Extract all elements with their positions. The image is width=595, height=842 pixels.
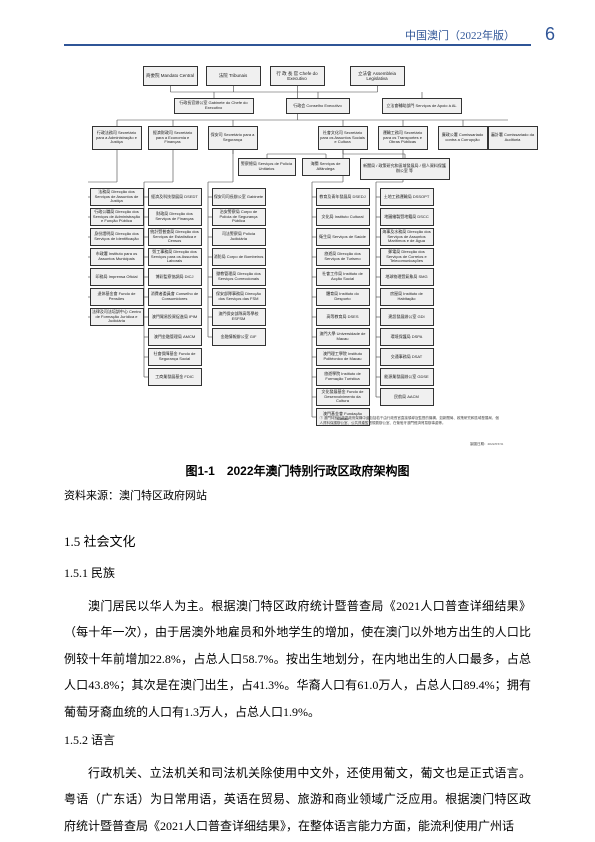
org-node: 財政局 Direcção dos Serviços de Finanças — [148, 208, 202, 226]
org-node: 印務局 Imprensa Oficial — [90, 268, 144, 286]
source-value: 澳门特区政府网站 — [119, 490, 207, 502]
org-node: 文化局 Instituto Cultural — [316, 208, 370, 226]
section-number: 1.5 — [64, 534, 80, 549]
org-node: 環境保護局 DSPA — [380, 328, 434, 346]
org-node: 行政法務司 Secretário para a Administração e … — [92, 126, 142, 150]
org-node: 澳門金融管理局 AMCM — [148, 328, 202, 346]
org-chart-date: 製圖日期：2022/03/31 — [470, 442, 503, 447]
org-node: 民航局 AACM — [380, 388, 434, 406]
org-node: 勞工事務局 Direcção dos Serviços para os Assu… — [148, 248, 202, 266]
org-node: 澳門貿易投資促進局 IPIM — [148, 308, 202, 326]
org-node: 保安司 Secretário para a Segurança — [208, 126, 258, 150]
header-title: 中国澳门（2022年版） — [405, 27, 515, 43]
org-node: 保安部隊事務局 Direcção dos Serviços das FSM — [212, 288, 266, 306]
org-node: 能源業發展辦公室 GDSE — [380, 368, 434, 386]
org-node: 身份證明局 Direcção dos Serviços de Identific… — [90, 228, 144, 246]
org-node: 行 政 長 官 Chefe do Executivo — [270, 66, 325, 86]
org-node: 教育及青年發展局 DSEDJ — [316, 188, 370, 206]
org-node: 治安警察局 Corpo de Polícia de Segurança Públ… — [212, 208, 266, 226]
org-node: 警察總局 Serviços de Polícia Unitários — [238, 158, 296, 176]
org-node: 法律及司法培訓中心 Centro de Formação Jurídica e … — [90, 308, 144, 326]
subsection-heading-2: 1.5.2 语言 — [64, 731, 531, 748]
org-node: 懲教管理局 Direcção dos Serviços Correccionai… — [212, 268, 266, 286]
org-node: 法院 Tribunais — [206, 66, 261, 86]
paragraph-ethnic: 澳门居民以华人为主。根据澳门特区政府统计暨普查局《2021人口普查详细结果》（每… — [64, 593, 531, 725]
org-node: 交通事務局 DSAT — [380, 348, 434, 366]
org-node: 高等教育局 DSES — [316, 308, 370, 326]
org-node: 法務局 Direcção dos Serviços de Assuntos de… — [90, 188, 144, 206]
org-node: 地圖繪製暨地籍局 DSCC — [380, 208, 434, 226]
page: 中国澳门（2022年版） 6 商委院 Mandato Central 法院 Tri… — [0, 0, 595, 842]
subsection-heading-1: 1.5.1 民族 — [64, 564, 531, 581]
org-chart-container: 商委院 Mandato Central 法院 Tribunais 行 政 長 官 C… — [64, 62, 531, 452]
org-chart-footnote: ① 澳門特別行政區政府架構中還包括若干由行政長官直接領導及監督的機構，如新聞局、… — [320, 416, 500, 425]
org-node: 退休基金會 Fundo de Pensões — [90, 288, 144, 306]
org-node: 市政署 Instituto para os Assuntos Municipai… — [90, 248, 144, 266]
org-node: 旅遊學院 Instituto de Formação Turística — [316, 368, 370, 386]
org-node: 體育局 Instituto do Desporto — [316, 288, 370, 306]
org-node: 房屋局 Instituto de Habitação — [380, 288, 434, 306]
org-node: 旅遊局 Direcção dos Serviços de Turismo — [316, 248, 370, 266]
section-title: 社会文化 — [84, 534, 136, 549]
org-node: 行政会 Conselho Executivo — [286, 98, 350, 114]
org-node: 建設發展辦公室 GDI — [380, 308, 434, 326]
header-divider — [64, 44, 531, 46]
org-node: 澳門理工學院 Instituto Politécnico de Macau — [316, 348, 370, 366]
figure-caption: 图1-1 2022年澳门特别行政区政府架构图 — [64, 462, 531, 479]
org-node: 澳門保安部隊高等學校 ESFSM — [212, 308, 266, 326]
org-node: 運輸工務司 Secretário para os Transportes e O… — [378, 126, 428, 150]
subsection-number-2: 1.5.2 — [64, 733, 88, 747]
figure-source: 资料来源：澳门特区政府网站 — [64, 487, 531, 503]
org-node: 行政公職局 Direcção dos Serviços de Administr… — [90, 208, 144, 226]
org-node: 審計署 Comissariado da Auditoria — [488, 126, 538, 150]
org-chart: 商委院 Mandato Central 法院 Tribunais 行 政 長 官 C… — [88, 62, 508, 452]
org-node: 保安司司長辦公室 Gabinete — [212, 188, 266, 206]
org-node: 海關 Serviços de Alfândega — [302, 158, 350, 176]
org-node: 工商業發展基金 FDIC — [148, 368, 202, 386]
paragraph-language: 行政机关、立法机关和司法机关除使用中文外，还使用葡文，葡文也是正式语言。粤语（广… — [64, 760, 531, 839]
org-node: 行政長官辦公室 Gabinete do Chefe do Executivo — [174, 98, 254, 114]
subsection-title-2: 语言 — [91, 733, 115, 747]
org-node: 社會工作局 Instituto de Acção Social — [316, 268, 370, 286]
section-heading: 1.5 社会文化 — [64, 531, 531, 550]
org-node: 經濟及科技發展局 DSEDT — [148, 188, 202, 206]
org-node: 商委院 Mandato Central — [143, 66, 198, 86]
org-node: 消費者委員會 Conselho de Consumidores — [148, 288, 202, 306]
org-node: 消防局 Corpo de Bombeiros — [212, 248, 266, 266]
org-node: 博彩監察協調局 DICJ — [148, 268, 202, 286]
org-node: 文化發展基金 Fundo de Desenvolvimento da Cultu… — [316, 388, 370, 406]
org-node: 澳門大學 Universidade de Macau — [316, 328, 370, 346]
org-node: 衛生局 Serviços de Saúde — [316, 228, 370, 246]
org-node: 社會文化司 Secretário para os Assuntos Sociai… — [318, 126, 368, 150]
org-node: 新聞局 / 政策研究和區域發展局 / 個人資料保護辦公室 等 — [360, 158, 450, 180]
org-node: 土地工務運輸局 DSSOPT — [380, 188, 434, 206]
org-node: 立法會 Assembleia Legislativa — [350, 66, 405, 86]
page-number: 6 — [545, 24, 555, 45]
subsection-number-1: 1.5.1 — [64, 566, 88, 580]
org-node: 經濟財政司 Secretário para a Economia e Finan… — [148, 126, 198, 150]
subsection-title-1: 民族 — [91, 566, 115, 580]
org-node: 海事及水務局 Direcção dos Serviços de Assuntos… — [380, 228, 434, 246]
org-node: 司法警察局 Polícia Judiciária — [212, 228, 266, 246]
org-node: 統計暨普查局 Direcção dos Serviços de Estatíst… — [148, 228, 202, 246]
org-node: 金融情報辦公室 GIF — [212, 328, 266, 346]
org-node: 立法會輔助部門 Serviços de Apoio à AL — [382, 98, 462, 114]
org-node: 郵電局 Direcção dos Serviços de Correios e … — [380, 248, 434, 266]
source-label: 资料来源： — [64, 490, 119, 502]
org-node: 社會保障基金 Fundo de Segurança Social — [148, 348, 202, 366]
org-node: 廉政公署 Comissariado contra a Corrupção — [438, 126, 488, 150]
org-node: 地球物理暨氣象局 SMG — [380, 268, 434, 286]
